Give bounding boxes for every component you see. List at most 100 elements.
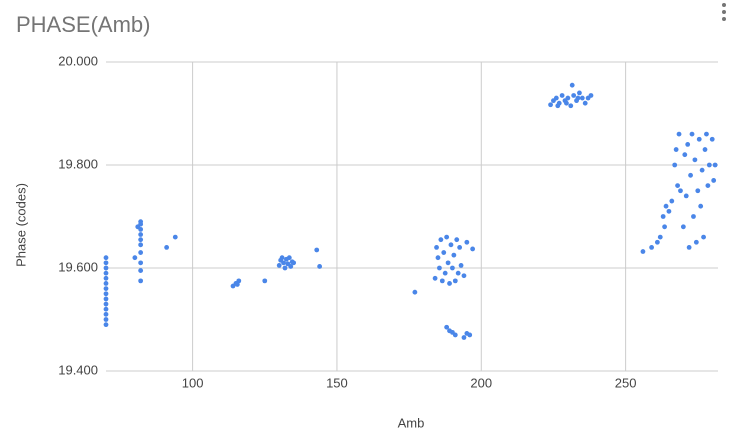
point <box>657 234 663 240</box>
point <box>457 245 463 250</box>
point <box>138 232 144 237</box>
point <box>676 131 682 137</box>
point <box>464 239 470 245</box>
point <box>437 265 442 271</box>
point <box>548 102 553 108</box>
point <box>699 167 705 173</box>
point <box>444 234 450 240</box>
point <box>103 296 109 302</box>
point <box>103 275 109 281</box>
x-tick-label: 150 <box>326 375 348 390</box>
point <box>438 237 444 243</box>
point <box>279 255 285 261</box>
point <box>693 239 699 245</box>
point <box>686 245 692 250</box>
menu-icon[interactable] <box>722 3 726 21</box>
point <box>444 324 450 330</box>
y-tick-label: 20.000 <box>58 53 98 68</box>
point <box>688 172 693 178</box>
point <box>461 335 467 340</box>
point <box>412 289 418 295</box>
point <box>291 260 297 266</box>
menu-dot <box>722 3 726 7</box>
point <box>435 255 441 261</box>
point <box>282 265 288 271</box>
point <box>683 193 689 199</box>
point <box>138 278 144 284</box>
point <box>138 250 144 255</box>
y-tick-label: 19.600 <box>58 259 98 274</box>
point <box>704 131 709 137</box>
point <box>103 255 109 261</box>
point <box>132 255 138 261</box>
x-axis-label: Amb <box>398 415 425 430</box>
point <box>692 157 698 163</box>
point <box>288 264 294 269</box>
point <box>452 278 458 284</box>
point <box>640 249 646 254</box>
y-tick-label: 19.400 <box>58 362 98 377</box>
point <box>565 95 571 101</box>
point <box>458 263 464 268</box>
point <box>649 245 655 250</box>
point <box>698 203 704 209</box>
point <box>454 237 460 243</box>
point <box>662 224 667 230</box>
menu-dot <box>722 17 726 21</box>
point <box>666 208 672 214</box>
point <box>103 286 109 291</box>
point <box>138 237 144 243</box>
point <box>452 332 458 338</box>
point <box>680 224 686 230</box>
point <box>138 219 144 225</box>
point <box>461 273 467 279</box>
point <box>705 183 711 189</box>
point <box>685 142 691 147</box>
point <box>712 162 718 168</box>
point <box>701 234 706 240</box>
x-tick-label: 100 <box>182 375 204 390</box>
point <box>682 152 688 158</box>
point <box>588 93 594 98</box>
point <box>236 278 242 284</box>
point <box>103 301 109 307</box>
point <box>103 265 109 271</box>
point <box>672 162 678 168</box>
point <box>455 270 461 276</box>
point <box>286 255 292 261</box>
point <box>696 136 702 142</box>
point <box>103 281 109 286</box>
point <box>702 147 708 152</box>
point <box>434 245 439 250</box>
point <box>439 278 445 284</box>
point <box>450 265 455 271</box>
point <box>445 260 451 266</box>
point <box>135 224 141 230</box>
point <box>234 282 240 287</box>
point <box>138 242 144 248</box>
point <box>314 247 320 253</box>
point <box>138 268 144 273</box>
point <box>103 291 109 297</box>
point <box>569 82 575 88</box>
point <box>262 278 268 284</box>
point <box>564 100 569 106</box>
point <box>577 90 582 96</box>
point <box>706 162 712 168</box>
point <box>138 260 144 266</box>
chart-title: PHASE(Amb) <box>16 12 150 37</box>
point <box>575 95 581 101</box>
point <box>553 95 559 101</box>
point <box>568 103 574 109</box>
y-tick-label: 19.800 <box>58 156 98 171</box>
point <box>281 260 286 266</box>
menu-dot <box>722 10 726 14</box>
point <box>555 103 561 109</box>
point <box>669 198 675 204</box>
point <box>276 263 282 268</box>
point <box>172 234 178 240</box>
point <box>654 239 660 245</box>
point <box>432 275 438 281</box>
